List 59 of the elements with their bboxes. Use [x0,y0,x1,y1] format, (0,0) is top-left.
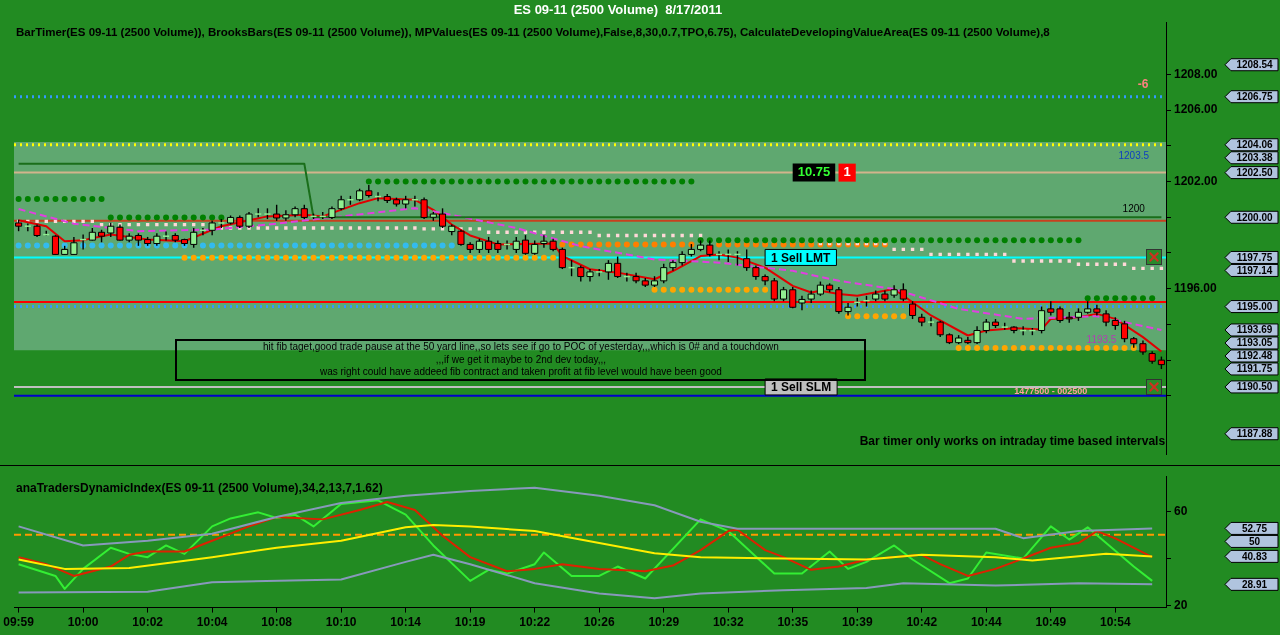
x-tick-label: 10:29 [648,615,680,630]
text: 1200.00 [1236,211,1274,223]
x-tick-label: 10:49 [1035,615,1067,630]
text: 1204.06 [1236,139,1274,151]
text: 52.75 [1241,522,1268,534]
x-tick-label: 10:08 [261,615,293,630]
x-tick-label: 10:19 [454,615,486,630]
annotation: Bar timer only works on intraday time based intervals [859,433,1166,448]
text: 28.91 [1241,578,1268,590]
x-tick-label: 10:10 [325,615,357,630]
x-tick-label: 09:59 [3,615,35,630]
y-tick-label: 20 [1174,597,1188,612]
annotation: -6 [1137,77,1149,92]
ref-line-label: 1 Sell SLM [771,380,832,395]
chart-subtitle: BarTimer(ES 09-11 (2500 Volume)), BrooksBars(ES 09-11 (2500 Volume)), MPValues(ES 09-11 (2500 Volume),False,8,30,0.7,TPO,6.75), CalculateDevelopingValueArea(ES 09-11 (2500 Volume),8 [16,25,1051,38]
x-tick-label: 10:54 [1099,615,1131,630]
x-tick-label: 10:44 [970,615,1002,630]
x-tick-label: 10:02 [132,615,164,630]
text: 1197.14 [1236,264,1273,276]
annotation: ,,,if we get it maybe to 2nd dev today,,, [435,353,607,365]
y-tick-label: 1202.00 [1174,173,1218,188]
y-tick-label: 1206.00 [1174,102,1218,117]
text: 1190.50 [1236,381,1273,393]
x-tick-label: 10:22 [519,615,551,630]
text: 1197.75 [1236,251,1273,263]
text: 1193.05 [1236,337,1273,349]
chart-title: anaTradersDynamicIndex(ES 09-11 (2500 Volume),34,2,13,7,1.62) [16,480,383,495]
text: 1187.88 [1236,427,1273,439]
text: 1202.50 [1236,166,1274,178]
annotation: hit fib taget,good trade pause at the 50 yard line,,so lets see if go to POC of yesterday,,,which is 0# and a touchdown [263,340,779,352]
annotation: 1 [843,164,851,180]
x-tick-label: 10:26 [583,615,615,630]
text: 1208.54 [1236,59,1274,70]
annotation: 1200 [1122,202,1146,214]
text: 1195.00 [1236,300,1273,312]
text: 50 [1248,535,1261,547]
y-tick-label: 1208.00 [1174,66,1218,81]
x-tick-label: 10:35 [777,615,809,630]
x-tick-label: 10:32 [712,615,744,630]
annotation: 1193.5 [1086,334,1117,346]
y-tick-label: 60 [1174,503,1188,518]
x-tick-label: 10:00 [67,615,99,630]
text: 1191.75 [1236,363,1273,375]
x-tick-label: 10:39 [841,615,873,630]
text: 1203.38 [1236,152,1274,164]
ref-line-label: 1 Sell LMT [771,250,832,265]
text: 40.83 [1241,550,1268,562]
text: 1206.75 [1236,90,1274,102]
x-tick-label: 10:04 [196,615,228,630]
annotation: was right could have addeed fib contract and taken profit at fib level would have been good [318,366,722,378]
chart-title: ES 09-11 (2500 Volume) 8/17/2011 [513,2,723,18]
text: 1192.48 [1236,350,1273,362]
annotation: 1477500 - 002500 [1014,385,1088,396]
annotation: 1203.5 [1118,150,1150,162]
x-tick-label: 10:14 [390,615,422,630]
y-tick-label: 1196.00 [1174,281,1218,296]
text: 1193.69 [1236,324,1273,336]
annotation: 10.75 [797,164,831,180]
x-tick-label: 10:42 [906,615,938,630]
